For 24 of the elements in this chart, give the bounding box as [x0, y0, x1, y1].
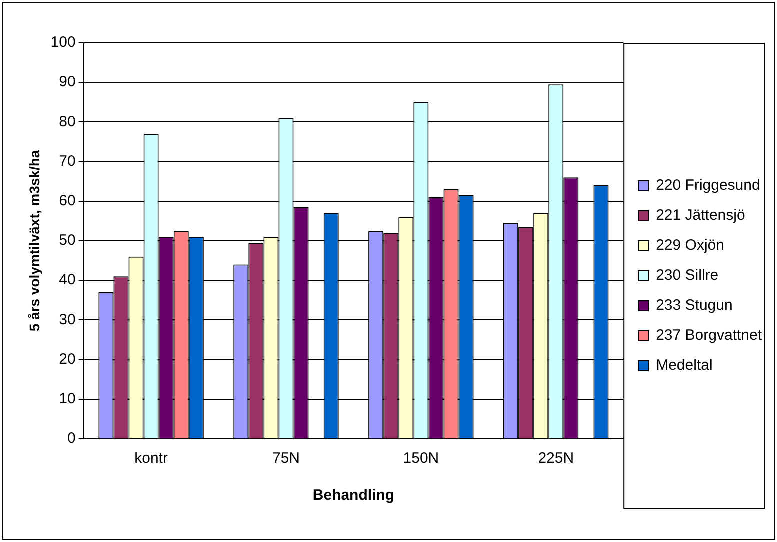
y-tick-label: 100 — [50, 34, 76, 52]
y-tick-label: 60 — [59, 192, 76, 210]
y-tick-label: 30 — [59, 311, 76, 328]
x-axis-title: Behandling — [312, 487, 395, 504]
legend-label: Medeltal — [656, 357, 713, 374]
y-tick-label: 50 — [59, 232, 76, 250]
y-tick-label: 40 — [59, 272, 76, 289]
x-tick-label: kontr — [134, 450, 168, 468]
x-tick-label: 150N — [403, 450, 440, 468]
x-tick-label: 225N — [538, 450, 574, 468]
legend-label: 221 Jättensjö — [656, 207, 746, 224]
y-tick-label: 20 — [59, 350, 76, 368]
legend-label: 229 Oxjön — [656, 237, 724, 254]
y-axis-title: 5 års volymtilväxt, m3sk/ha — [26, 150, 42, 332]
legend-label: 233 Stugun — [656, 297, 733, 314]
y-tick-label: 90 — [59, 74, 76, 91]
y-tick-label: 70 — [59, 152, 76, 170]
y-tick-label: 80 — [59, 113, 76, 130]
legend-label: 220 Friggesund — [656, 177, 760, 194]
y-tick-label: 10 — [59, 390, 76, 408]
y-tick-label: 0 — [67, 430, 76, 448]
x-tick-label: 75N — [272, 450, 300, 468]
legend-label: 237 Borgvattnet — [656, 327, 763, 344]
legend-label: 230 Sillre — [656, 267, 719, 284]
